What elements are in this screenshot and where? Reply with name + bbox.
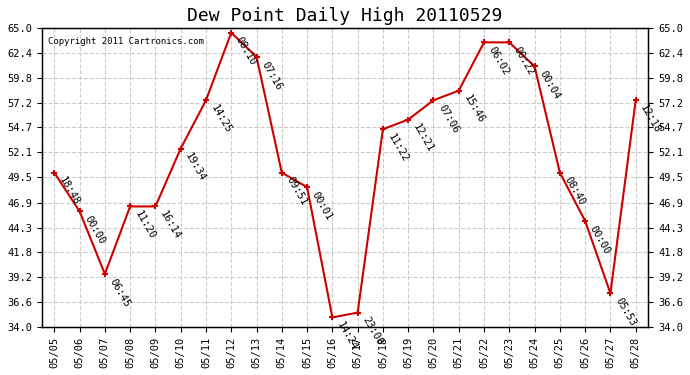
Text: 06:02: 06:02 <box>487 45 511 77</box>
Text: 08:10: 08:10 <box>234 36 258 68</box>
Text: 05:53: 05:53 <box>613 296 638 328</box>
Text: 14:24: 14:24 <box>335 320 359 352</box>
Text: 08:40: 08:40 <box>562 176 587 207</box>
Text: 15:46: 15:46 <box>462 93 486 126</box>
Text: 16:14: 16:14 <box>158 209 182 241</box>
Text: 12:18: 12:18 <box>638 103 663 135</box>
Text: 11:20: 11:20 <box>133 209 157 241</box>
Text: 00:22: 00:22 <box>512 45 536 77</box>
Text: 06:45: 06:45 <box>108 277 132 309</box>
Text: 19:34: 19:34 <box>184 151 208 183</box>
Text: 00:00: 00:00 <box>588 224 612 256</box>
Text: 23:00: 23:00 <box>360 315 385 348</box>
Text: 09:51: 09:51 <box>284 176 309 207</box>
Text: 11:22: 11:22 <box>386 132 410 164</box>
Text: 00:00: 00:00 <box>82 214 107 246</box>
Text: 07:16: 07:16 <box>259 60 284 92</box>
Text: 07:06: 07:06 <box>436 103 460 135</box>
Text: 18:48: 18:48 <box>57 176 81 207</box>
Text: 14:25: 14:25 <box>209 103 233 135</box>
Text: 12:21: 12:21 <box>411 122 435 154</box>
Text: 00:01: 00:01 <box>310 190 334 222</box>
Title: Dew Point Daily High 20110529: Dew Point Daily High 20110529 <box>187 7 503 25</box>
Text: Copyright 2011 Cartronics.com: Copyright 2011 Cartronics.com <box>48 37 204 46</box>
Text: 00:04: 00:04 <box>538 69 562 101</box>
